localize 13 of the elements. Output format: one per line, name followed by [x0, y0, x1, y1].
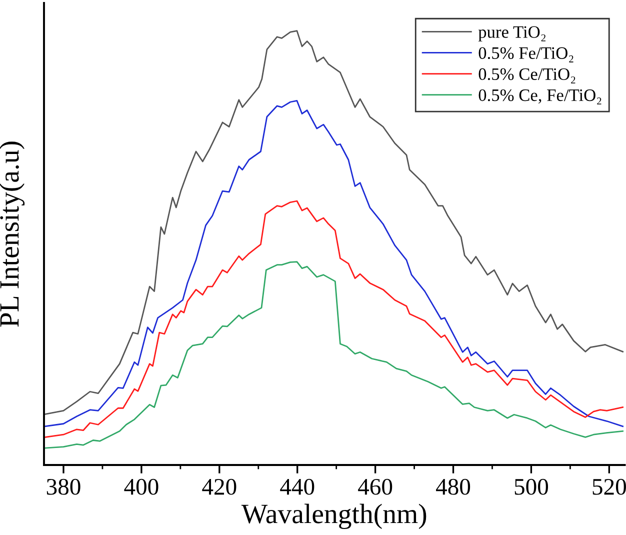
x-tick-label: 400	[124, 478, 158, 495]
x-tick-label: 520	[592, 478, 626, 495]
legend-label: 0.5% Fe/TiO₂	[478, 47, 574, 62]
x-tick-label: 460	[358, 478, 392, 495]
x-tick-label: 500	[514, 478, 548, 495]
x-tick-label: 440	[280, 478, 314, 495]
x-tick-label: 420	[202, 478, 236, 495]
x-axis-title: Wavalength(nm)	[241, 504, 426, 530]
legend-label: pure TiO₂	[478, 26, 546, 42]
legend-label: 0.5% Ce/TiO₂	[478, 68, 576, 84]
x-tick-label: 480	[436, 478, 470, 495]
legend-label: 0.5% Ce, Fe/TiO₂	[478, 89, 602, 104]
x-tick-label: 380	[46, 478, 80, 495]
